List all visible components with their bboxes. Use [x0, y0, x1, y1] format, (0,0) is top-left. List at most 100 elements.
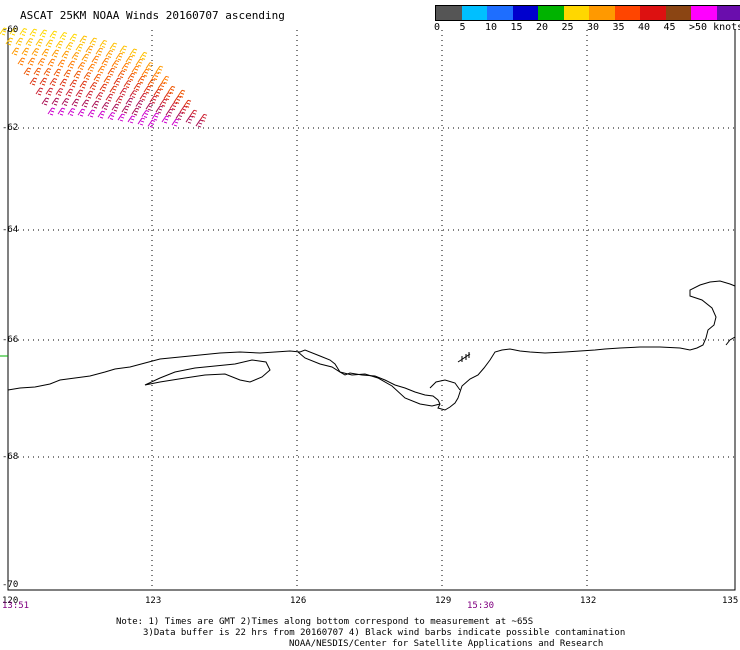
wind-barb — [107, 111, 116, 120]
lat-label: -66 — [2, 335, 19, 345]
wind-barb — [53, 68, 62, 77]
wind-barb — [79, 80, 88, 89]
wind-barb — [111, 103, 120, 112]
wind-barb — [61, 98, 70, 106]
wind-barb — [31, 48, 40, 56]
wind-barb — [103, 75, 112, 84]
wind-barb — [135, 100, 144, 109]
wind-barb — [71, 52, 80, 61]
legend-swatch — [512, 6, 538, 20]
legend-label: 15 — [510, 22, 523, 33]
wind-barb — [139, 51, 148, 60]
wind-barb — [27, 57, 36, 66]
wind-barb — [81, 53, 90, 62]
wind-barb — [151, 112, 160, 121]
wind-barb — [153, 88, 162, 97]
wind-barb — [91, 100, 100, 109]
wind-barb — [105, 50, 114, 59]
time-label: 15:30 — [467, 601, 495, 611]
wind-barb — [25, 38, 34, 46]
wind-barb — [57, 107, 66, 116]
wind-barb — [85, 45, 94, 54]
note-line-3: NOAA/NESDIS/Center for Satellite Applica… — [289, 639, 604, 649]
wind-barb — [165, 108, 174, 117]
wind-barb — [61, 50, 70, 59]
legend-label: 35 — [612, 22, 625, 33]
lat-label: -62 — [2, 123, 19, 133]
wind-barb — [111, 60, 120, 69]
legend-label: 30 — [587, 22, 600, 33]
wind-barb — [127, 115, 136, 124]
wind-barb — [93, 73, 102, 82]
wind-barb — [115, 95, 124, 104]
wind-barb — [29, 28, 38, 37]
legend-label: >50 knots — [689, 22, 740, 33]
wind-barb — [123, 80, 132, 89]
legend-color-bar — [435, 5, 740, 21]
wind-barb — [129, 48, 138, 57]
wind-barb — [47, 58, 56, 67]
wind-barb — [87, 109, 96, 118]
wind-barb — [185, 115, 194, 124]
coastline — [7, 280, 736, 411]
map-frame — [7, 30, 736, 591]
wind-barb — [81, 99, 90, 108]
graticule — [8, 30, 735, 590]
lat-label: -70 — [2, 580, 19, 590]
wind-barb — [91, 55, 100, 64]
legend-label: 40 — [638, 22, 651, 33]
lon-label: 123 — [145, 596, 162, 606]
legend-swatch — [436, 6, 462, 20]
legend-swatch — [691, 6, 717, 20]
wind-barb — [33, 67, 42, 76]
wind-barb — [97, 110, 106, 119]
wind-barb — [43, 68, 52, 76]
wind-barb — [179, 105, 188, 114]
wind-barb — [195, 119, 204, 128]
legend-label: 5 — [459, 22, 466, 33]
wind-barb — [141, 110, 150, 118]
wind-barb — [59, 78, 68, 87]
wind-barb — [143, 85, 152, 94]
wind-barb — [129, 90, 138, 99]
wind-barb — [117, 113, 126, 122]
wind-barb — [89, 82, 98, 91]
wind-barb — [83, 72, 92, 81]
wind-barb — [35, 87, 44, 96]
lon-label: 126 — [290, 596, 307, 606]
wind-barb — [71, 98, 80, 107]
wind-barb — [95, 47, 104, 56]
legend-label: 0 — [434, 22, 441, 33]
wind-barb — [99, 39, 108, 48]
legend-swatch — [716, 6, 740, 20]
wind-barb — [145, 62, 154, 71]
wind-barb — [189, 109, 198, 118]
legend-label: 25 — [561, 22, 574, 33]
wind-speed-legend: 0 5 10 15 20 25 30 35 40 45 >50 knots — [434, 5, 740, 37]
lon-label: 120 — [2, 596, 19, 606]
wind-barb — [67, 60, 76, 69]
wind-barb — [105, 93, 114, 102]
wind-barb — [95, 92, 104, 100]
wind-barb — [141, 68, 150, 77]
wind-barb — [15, 37, 24, 46]
wind-barb — [125, 97, 134, 106]
wind-barb — [117, 70, 126, 79]
wind-barb — [131, 107, 140, 116]
wind-barb — [79, 35, 88, 44]
wind-barb — [155, 105, 164, 114]
wind-barb — [173, 95, 182, 104]
legend-label: 20 — [536, 22, 549, 33]
legend-swatch — [589, 6, 615, 20]
wind-barb — [107, 67, 116, 76]
legend-label: 45 — [663, 22, 676, 33]
wind-barb — [145, 102, 154, 111]
ice-shelf-outline — [144, 359, 271, 386]
wind-barb — [41, 48, 50, 57]
legend-swatch — [614, 6, 640, 20]
wind-barb — [65, 42, 74, 50]
lon-label: 132 — [580, 596, 597, 606]
lat-label: -64 — [2, 225, 19, 235]
wind-barb — [133, 82, 142, 91]
